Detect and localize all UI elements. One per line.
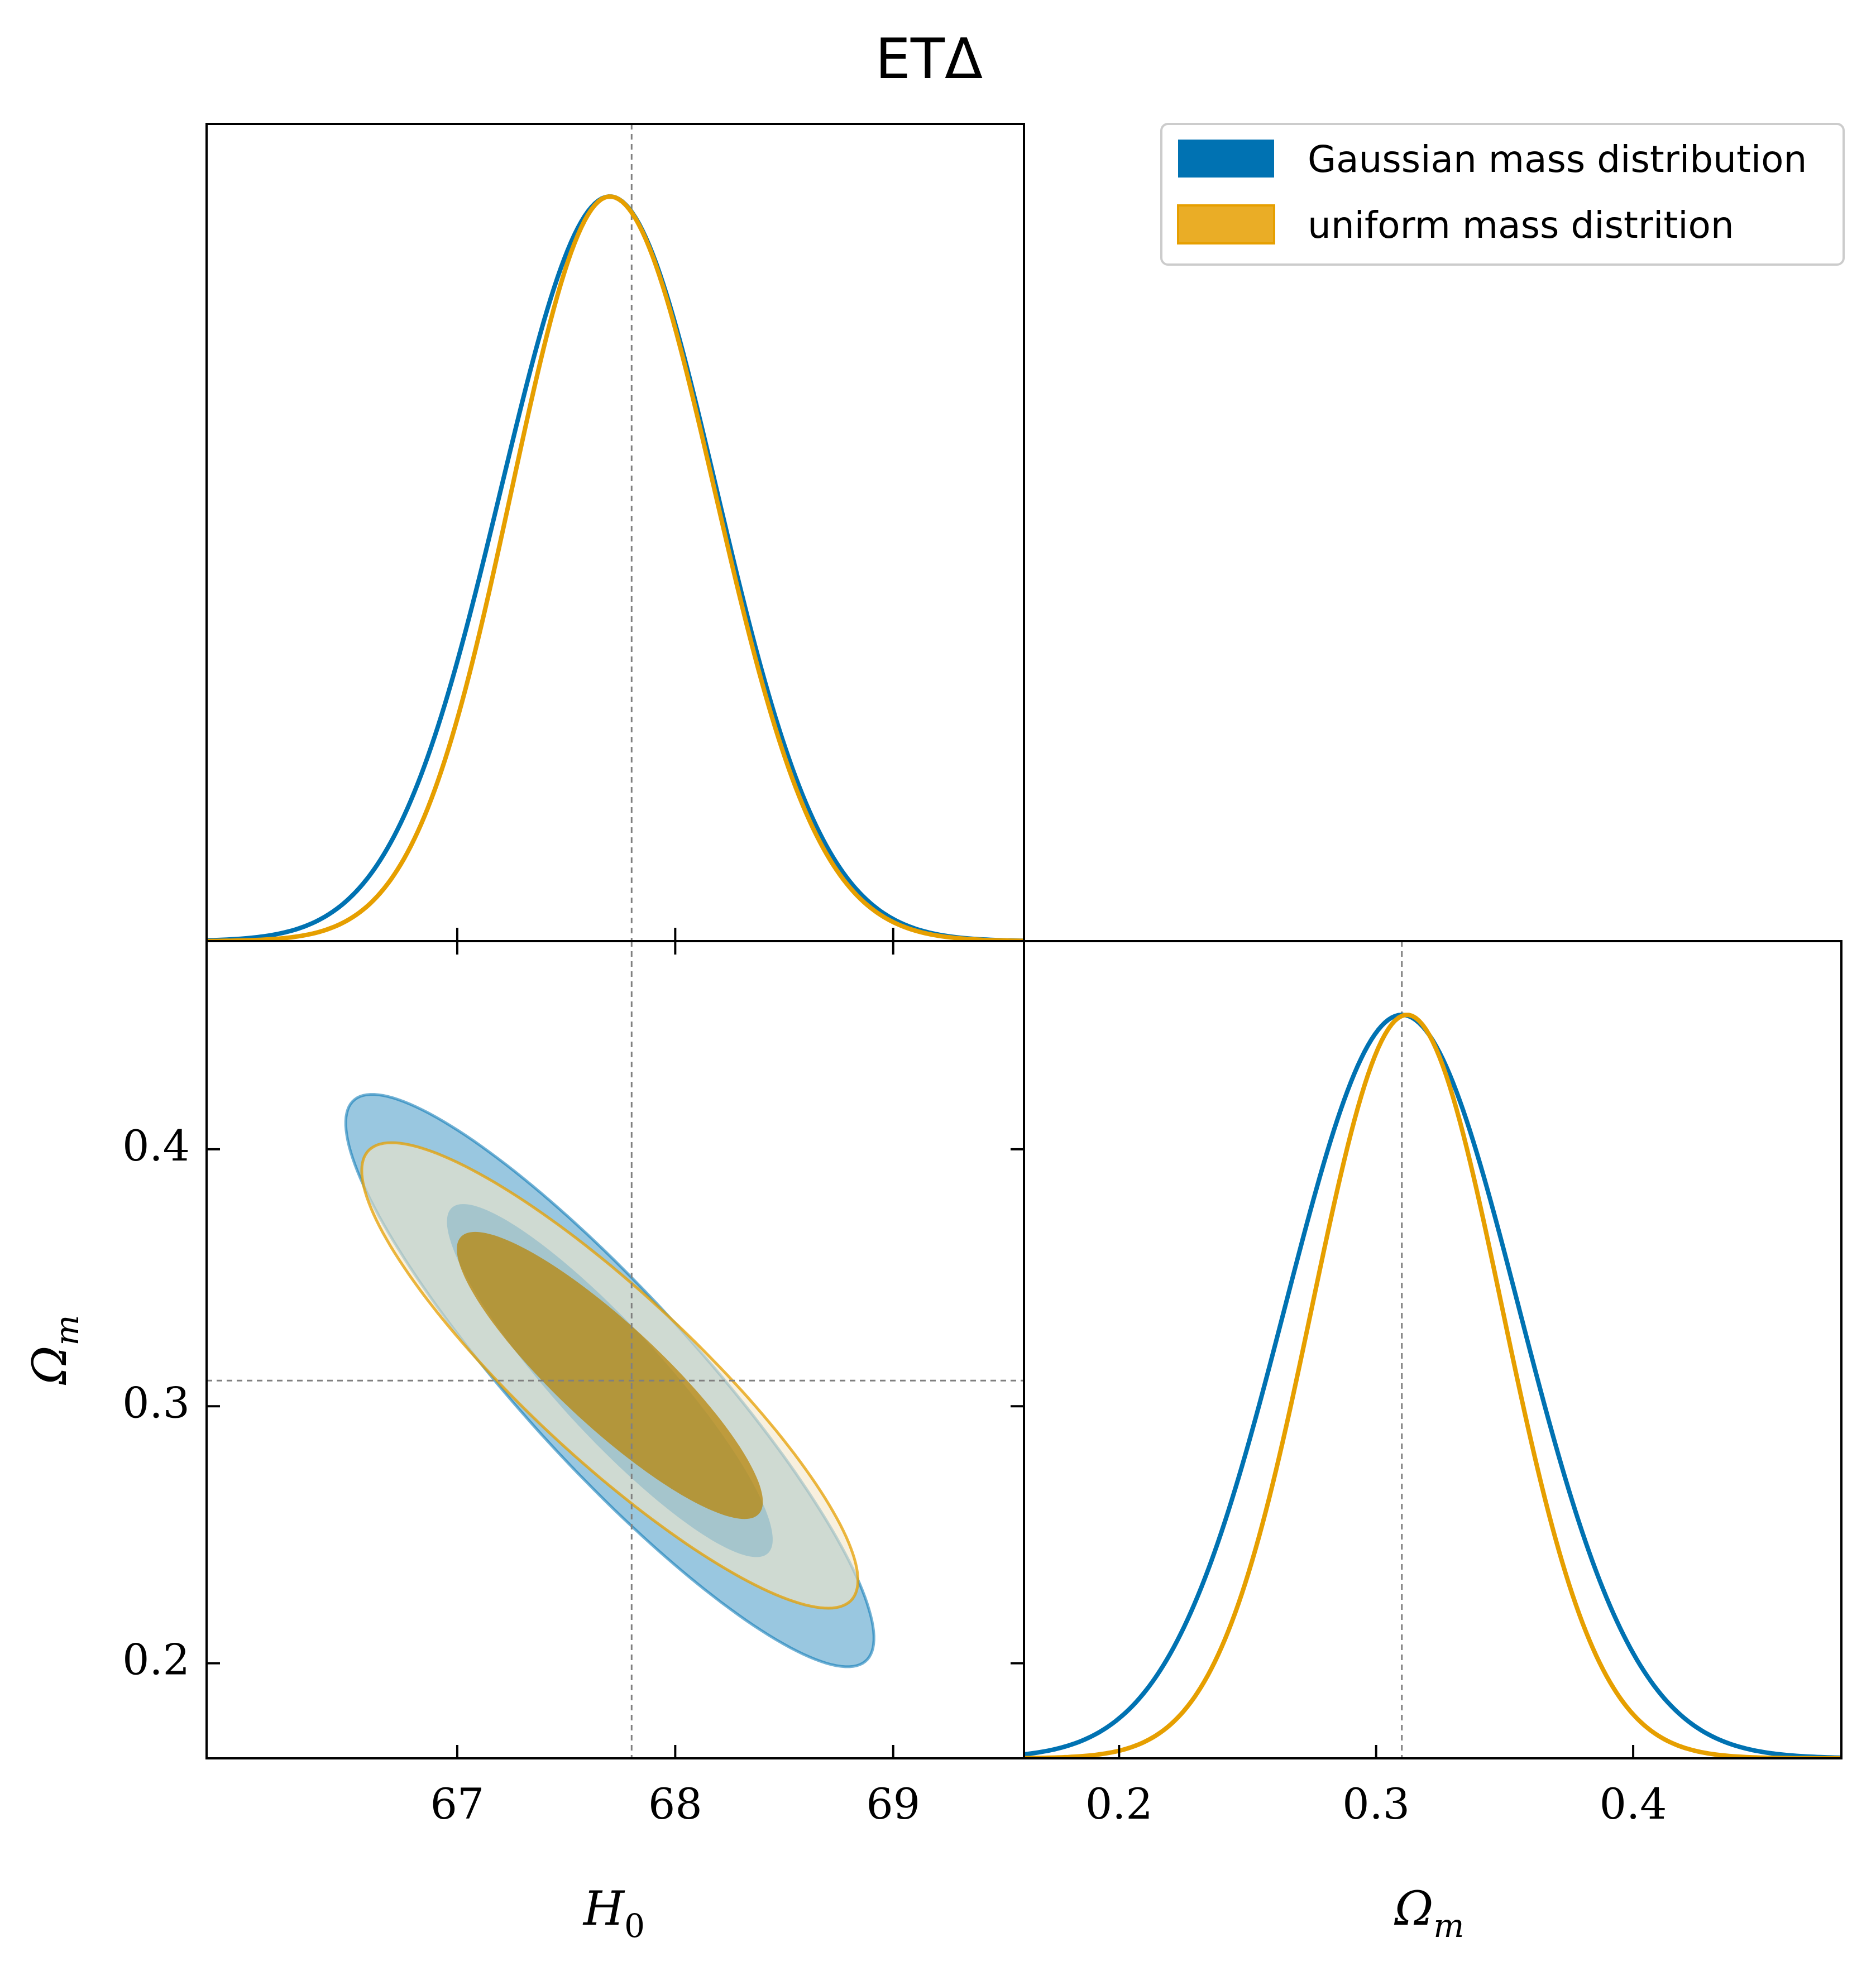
legend-swatch-uniform	[1177, 204, 1275, 244]
panel-om-frame	[1023, 940, 1842, 1759]
panel-om-marginal	[1024, 941, 1841, 1758]
xlabel-om: Ωm	[1394, 1881, 1465, 1945]
xlabel-h0: H0	[582, 1881, 645, 1945]
om-marginal-gaussian	[1024, 1012, 1841, 1758]
panel-2d-contours	[207, 941, 1024, 1758]
tick-label-h0-0: 67	[430, 1779, 485, 1829]
legend-label-gaussian: Gaussian mass distribution	[1308, 138, 1807, 181]
ticks-layer	[207, 928, 1635, 1758]
panel-h0-frame	[205, 123, 1025, 942]
tick-label-om-y-2: 0.4	[122, 1121, 190, 1171]
legend-frame	[1160, 123, 1845, 266]
h0-marginal-uniform	[207, 194, 1024, 941]
contour-uniform-68	[457, 1231, 763, 1519]
legend-swatch-gaussian	[1178, 140, 1274, 178]
tick-label-om-x-1: 0.3	[1342, 1779, 1410, 1829]
tick-label-om-y-0: 0.2	[122, 1635, 190, 1685]
om-marginal-uniform	[1024, 1013, 1841, 1758]
chart-title: ETΔ	[875, 26, 983, 92]
ylabel-om: Ωm	[22, 1315, 86, 1385]
tick-label-h0-2: 69	[866, 1779, 920, 1829]
tick-label-om-y-1: 0.3	[122, 1378, 190, 1427]
tick-label-om-x-0: 0.2	[1085, 1779, 1153, 1829]
legend-label-uniform: uniform mass distrition	[1308, 204, 1734, 247]
tick-label-om-x-2: 0.4	[1600, 1779, 1667, 1829]
h0-marginal-gaussian	[207, 194, 1024, 941]
panel-h0-marginal	[207, 124, 1024, 941]
tick-label-h0-1: 68	[648, 1779, 702, 1829]
legend: Gaussian mass distribution uniform mass …	[1160, 123, 1845, 266]
